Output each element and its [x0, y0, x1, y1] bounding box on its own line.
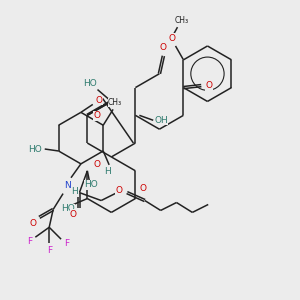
Text: O: O — [168, 34, 175, 43]
Text: O: O — [206, 81, 213, 90]
Text: CH₃: CH₃ — [174, 16, 188, 25]
Text: O: O — [70, 210, 77, 219]
Text: HO: HO — [84, 180, 98, 189]
Text: HO: HO — [61, 204, 74, 213]
Text: N: N — [64, 181, 70, 190]
Text: O: O — [116, 186, 122, 195]
Text: O: O — [94, 160, 101, 169]
Text: O: O — [160, 44, 167, 52]
Text: H: H — [72, 187, 78, 196]
Text: O: O — [139, 184, 146, 193]
Text: H: H — [104, 167, 110, 176]
Text: HO: HO — [83, 79, 96, 88]
Text: OH: OH — [154, 116, 168, 125]
Text: O: O — [30, 219, 37, 228]
Text: HO: HO — [28, 145, 42, 154]
Text: F: F — [64, 238, 70, 247]
Text: F: F — [27, 237, 32, 246]
Text: F: F — [46, 246, 52, 255]
Text: O: O — [95, 96, 102, 105]
Text: CH₃: CH₃ — [108, 98, 122, 107]
Text: O: O — [94, 111, 100, 120]
